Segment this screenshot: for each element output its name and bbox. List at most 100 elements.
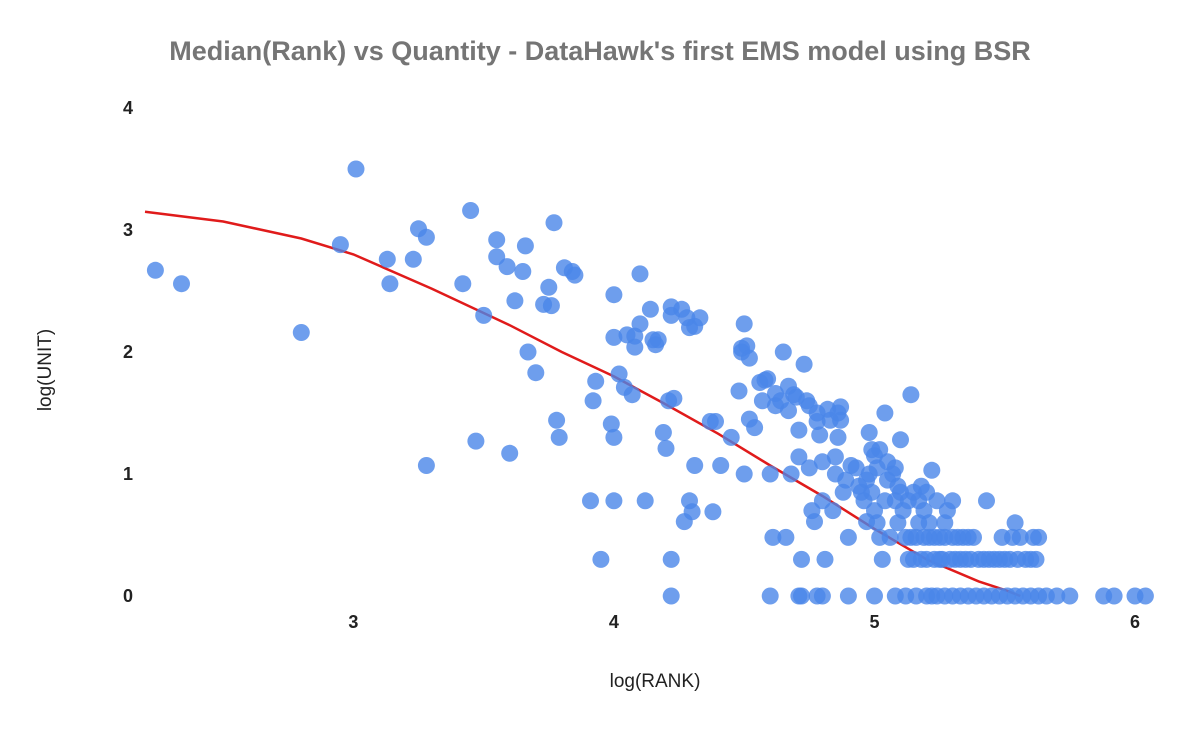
data-point	[824, 502, 842, 520]
data-point	[746, 419, 764, 437]
data-point	[863, 483, 881, 501]
data-point	[467, 432, 485, 450]
x-tick-label: 3	[348, 612, 358, 632]
data-point	[649, 331, 667, 349]
ticks-layer: 3 4 5 6 0 1 2 3 4	[123, 98, 1140, 632]
data-point	[566, 266, 584, 284]
data-point	[839, 528, 857, 546]
data-point	[808, 413, 826, 430]
data-point	[331, 236, 349, 254]
data-point	[548, 411, 566, 429]
data-point	[813, 587, 831, 605]
data-point	[623, 386, 641, 404]
data-point	[514, 263, 532, 280]
data-point	[712, 457, 730, 474]
data-point	[811, 426, 829, 444]
data-point	[631, 265, 649, 283]
data-point	[691, 309, 709, 327]
data-point	[923, 461, 941, 479]
data-point	[902, 386, 920, 404]
data-point	[602, 415, 620, 433]
data-point	[683, 503, 701, 521]
data-point	[654, 424, 672, 441]
data-point	[662, 550, 680, 568]
y-tick-label: 4	[123, 98, 133, 118]
data-point	[540, 278, 558, 296]
data-point	[707, 413, 724, 430]
data-point	[944, 492, 962, 510]
data-point	[920, 514, 938, 532]
chart-title: Median(Rank) vs Quantity - DataHawk's fi…	[169, 36, 1031, 66]
data-point	[847, 459, 865, 477]
data-point	[978, 492, 995, 510]
data-point	[475, 306, 493, 324]
data-point	[454, 275, 472, 293]
data-point	[735, 315, 753, 333]
data-point	[173, 275, 190, 293]
data-point	[592, 550, 610, 568]
data-point	[816, 550, 834, 568]
data-point	[759, 370, 777, 388]
data-point	[146, 261, 164, 279]
data-point	[761, 465, 779, 483]
data-point	[780, 402, 797, 420]
data-point	[965, 528, 982, 546]
x-axis-title: log(RANK)	[609, 671, 701, 692]
data-point	[1006, 514, 1024, 532]
data-point	[498, 258, 516, 276]
data-point	[892, 431, 909, 449]
data-point	[417, 457, 435, 474]
data-point	[626, 338, 644, 356]
data-point	[631, 315, 649, 333]
data-point	[837, 471, 855, 489]
data-point	[605, 492, 623, 510]
data-point	[605, 328, 623, 346]
data-point	[506, 292, 524, 310]
data-point	[1136, 587, 1154, 605]
data-point	[1027, 550, 1045, 568]
data-point	[417, 228, 435, 246]
data-point	[740, 349, 758, 367]
x-tick-label: 4	[609, 612, 619, 632]
data-point	[686, 457, 704, 474]
data-point	[1105, 587, 1123, 605]
x-tick-label: 5	[869, 612, 879, 632]
data-point	[292, 324, 310, 341]
data-point	[795, 355, 813, 373]
y-tick-label: 1	[123, 464, 133, 484]
y-tick-label: 2	[123, 342, 133, 362]
data-point	[545, 214, 563, 232]
data-point	[873, 550, 891, 568]
data-point	[1048, 587, 1066, 605]
data-point	[876, 404, 894, 422]
data-point	[790, 448, 808, 466]
data-point	[662, 587, 680, 605]
data-point	[657, 439, 675, 457]
data-point	[832, 411, 850, 429]
data-point	[378, 250, 396, 268]
points-layer	[146, 160, 1154, 605]
data-point	[516, 237, 534, 255]
data-point	[636, 492, 654, 510]
data-point	[462, 202, 480, 219]
data-point	[488, 231, 506, 249]
data-point	[735, 465, 753, 483]
data-point	[550, 428, 568, 446]
data-point	[886, 459, 904, 477]
y-tick-label: 3	[123, 220, 133, 240]
data-point	[587, 372, 605, 390]
y-axis-title: log(UNIT)	[35, 328, 56, 412]
data-point	[790, 421, 808, 439]
data-point	[793, 587, 810, 605]
data-point	[605, 428, 623, 446]
data-point	[800, 459, 818, 477]
data-point	[584, 392, 602, 410]
data-point	[1030, 528, 1048, 546]
data-point	[753, 392, 771, 410]
data-point	[782, 465, 800, 483]
data-point	[704, 503, 722, 521]
x-tick-label: 6	[1130, 612, 1140, 632]
data-point	[519, 343, 537, 361]
